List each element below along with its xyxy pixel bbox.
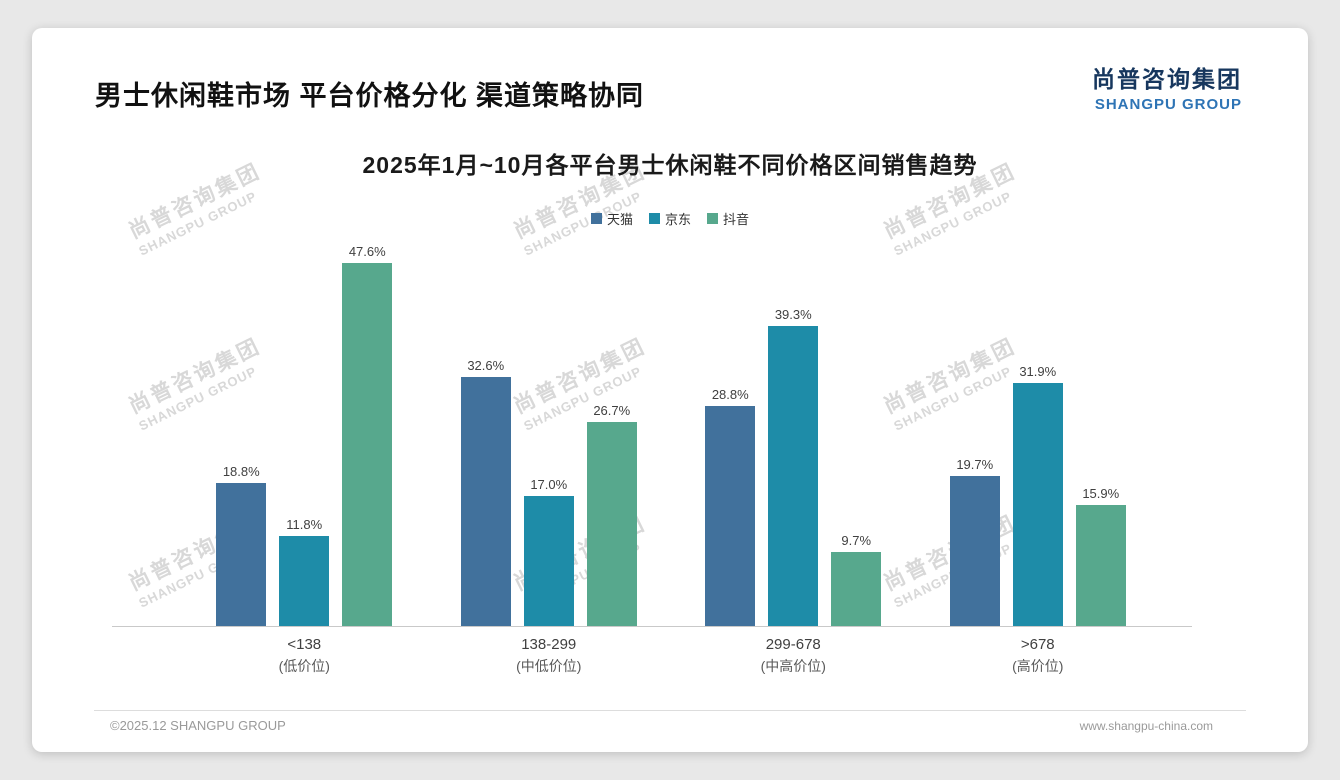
legend-swatch — [648, 213, 660, 224]
chart-bar — [279, 536, 330, 626]
bar-value-label: 31.9% — [1019, 364, 1057, 379]
chart-bar — [1075, 505, 1126, 626]
bar-wrap: 39.3% — [768, 307, 819, 626]
bar-group: 32.6% 17.0% 26.7% 138-299 (中低价位) — [460, 246, 637, 676]
chart-bar — [216, 483, 267, 626]
bar-wrap: 11.8% — [279, 517, 330, 626]
category-label: 299-678 (中高价位) — [760, 636, 826, 674]
chart-legend: 天猫 京东 抖音 — [32, 209, 1308, 228]
bar-group: 19.7% 31.9% 15.9% >678 (高价位) — [949, 246, 1126, 676]
chart-title: 2025年1月~10月各平台男士休闲鞋不同价格区间销售趋势 — [362, 152, 978, 178]
chart-bar — [523, 496, 574, 626]
bar-wrap: 28.8% — [705, 387, 756, 626]
category-label: >678 (高价位) — [1012, 636, 1064, 674]
bar-wrap: 47.6% — [342, 244, 393, 626]
chart-bar — [460, 377, 511, 626]
footer-copyright: ©2025.12 SHANGPU GROUP — [110, 718, 286, 733]
bar-value-label: 9.7% — [841, 533, 872, 548]
bar-wrap: 17.0% — [523, 477, 574, 626]
chart-bar — [831, 552, 882, 626]
chart-bar — [586, 422, 637, 626]
bar-value-label: 47.6% — [348, 244, 386, 259]
bar-wrap: 18.8% — [216, 464, 267, 626]
logo-english-name: SHANGPU GROUP — [1094, 96, 1242, 113]
legend-label: 天猫 — [606, 212, 633, 227]
legend-swatch — [590, 213, 602, 224]
company-logo: 尚普咨询集团 SHANGPU GROUP — [1092, 60, 1242, 113]
chart-bar — [705, 406, 756, 626]
bar-value-label: 11.8% — [286, 517, 323, 532]
bar-wrap: 15.9% — [1075, 486, 1126, 626]
chart-bar — [342, 263, 393, 626]
chart-bar — [949, 476, 1000, 626]
slide-card: 尚普咨询集团 SHANGPU GROUP 尚普咨询集团 SHANGPU GROUP 尚普… — [32, 28, 1308, 752]
bar-value-label: 32.6% — [467, 358, 505, 373]
bar-value-label: 28.8% — [711, 387, 749, 402]
legend-item: 京东 — [648, 209, 691, 228]
bar-wrap: 32.6% — [460, 358, 511, 626]
bar-group: 18.8% 11.8% 47.6% <138 (低价位) — [216, 244, 393, 676]
category-label: <138 (低价位) — [278, 636, 330, 674]
bar-wrap: 9.7% — [831, 533, 882, 626]
bar-wrap: 26.7% — [586, 403, 637, 626]
category-label: 138-299 (中低价位) — [516, 636, 582, 674]
chart-bar — [768, 326, 819, 626]
bar-group: 28.8% 39.3% 9.7% 299-678 (中高价位) — [705, 246, 882, 676]
bar-value-label: 18.8% — [222, 464, 260, 479]
x-axis-line — [112, 626, 1192, 627]
bar-value-label: 19.7% — [956, 457, 994, 472]
legend-label: 抖音 — [723, 212, 750, 227]
bar-value-label: 15.9% — [1082, 486, 1120, 501]
footer-divider — [94, 710, 1246, 711]
legend-item: 天猫 — [590, 209, 633, 228]
bar-wrap: 31.9% — [1012, 364, 1063, 626]
page-title: 男士休闲鞋市场 平台价格分化 渠道策略协同 — [95, 81, 645, 111]
bar-groups: 18.8% 11.8% 47.6% <138 (低价位) 32.6% 17.0% 26.7% 1… — [112, 244, 1180, 676]
chart-plot: 18.8% 11.8% 47.6% <138 (低价位) 32.6% 17.0% 26.7% 1… — [112, 244, 1192, 676]
logo-chinese-name: 尚普咨询集团 — [1092, 66, 1242, 92]
bar-value-label: 39.3% — [774, 307, 812, 322]
bar-value-label: 26.7% — [593, 403, 631, 418]
legend-label: 京东 — [664, 212, 691, 227]
footer-website: www.shangpu-china.com — [1079, 719, 1213, 733]
legend-swatch — [707, 213, 718, 224]
bar-value-label: 17.0% — [530, 477, 568, 492]
legend-item: 抖音 — [707, 209, 749, 228]
chart-bar — [1012, 383, 1063, 626]
bar-wrap: 19.7% — [949, 457, 1000, 626]
